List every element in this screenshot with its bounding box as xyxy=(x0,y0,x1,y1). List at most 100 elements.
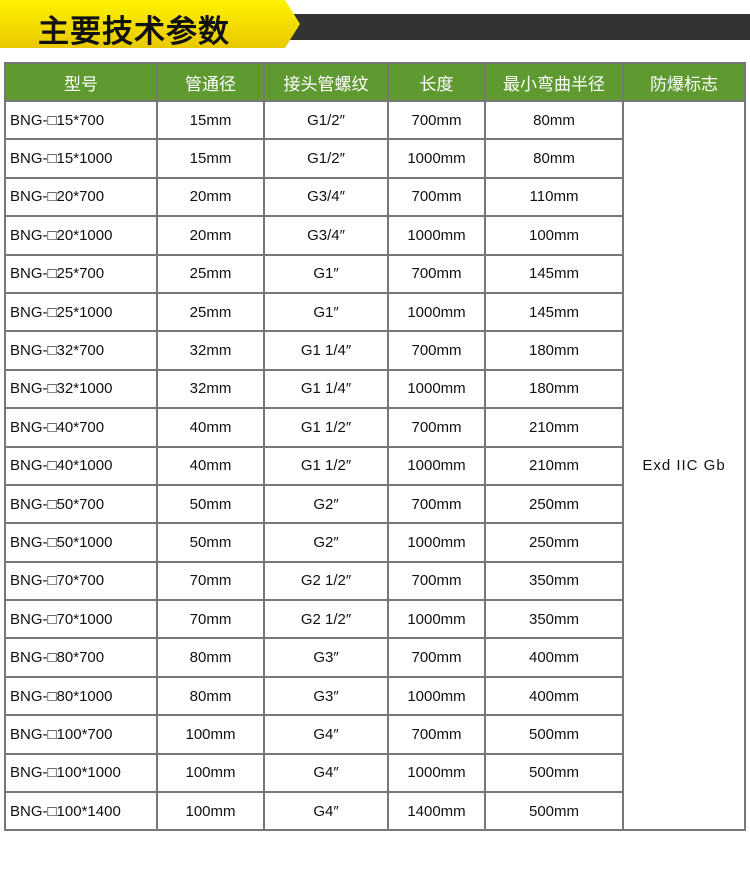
table-cell: 32mm xyxy=(156,330,265,371)
table-cell: 180mm xyxy=(484,368,624,410)
table-cell: 40mm xyxy=(156,407,265,448)
table-cell: 700mm xyxy=(387,330,486,371)
table-cell: 700mm xyxy=(387,253,486,294)
table-cell: BNG-□50*1000 xyxy=(4,522,158,563)
table-row: BNG-□80*1000 80mm G3″ 1000mm 400mm xyxy=(4,675,745,717)
table-cell: 210mm xyxy=(484,407,624,448)
banner-bar xyxy=(270,14,750,40)
table-row: BNG-□50*700 50mm G2″ 700mm 250mm xyxy=(4,483,745,525)
table-cell: BNG-□100*1000 xyxy=(4,752,158,794)
table-cell: BNG-□32*1000 xyxy=(4,368,158,410)
table-cell: 1400mm xyxy=(387,791,486,832)
table-cell: 145mm xyxy=(484,253,624,294)
table-cell: 500mm xyxy=(484,791,624,832)
table-cell: 210mm xyxy=(484,445,624,486)
banner-label xyxy=(0,0,300,48)
table-cell: 100mm xyxy=(156,791,265,832)
table-cell: BNG-□15*700 xyxy=(4,99,158,141)
table-cell: G3/4″ xyxy=(263,215,389,256)
table-row: BNG-□32*1000 32mm G1 1/4″ 1000mm 180mm xyxy=(4,368,745,410)
table-row: BNG-□100*1400 100mm G4″ 1400mm 500mm xyxy=(4,791,745,832)
header-cell: 管通径 xyxy=(156,62,265,102)
table-cell: 350mm xyxy=(484,599,624,640)
table-cell: 50mm xyxy=(156,483,265,525)
table-row: BNG-□32*700 32mm G1 1/4″ 700mm 180mm xyxy=(4,330,745,371)
table-row: BNG-□50*1000 50mm G2″ 1000mm 250mm xyxy=(4,522,745,563)
table-cell: 500mm xyxy=(484,752,624,794)
table-cell: G2 1/2″ xyxy=(263,560,389,602)
table-cell: BNG-□80*700 xyxy=(4,637,158,678)
table-row: BNG-□15*700 15mm G1/2″ 700mm 80mm Exd IIC Gb xyxy=(4,99,746,832)
header-row: 型号 管通径 接头管螺纹 长度 最小弯曲半径 防爆标志 xyxy=(4,62,746,102)
table-cell: 250mm xyxy=(484,483,624,525)
table-cell: BNG-□50*700 xyxy=(4,483,158,525)
table-cell: 80mm xyxy=(156,675,265,717)
table-cell: 1000mm xyxy=(387,215,486,256)
table-row: BNG-□25*1000 25mm G1″ 1000mm 145mm xyxy=(4,291,745,333)
table-cell: G1 1/4″ xyxy=(263,330,389,371)
table-cell: G1 1/2″ xyxy=(263,407,389,448)
table-cell: 100mm xyxy=(156,752,265,794)
table-cell: BNG-□70*1000 xyxy=(4,599,158,640)
table-cell: 1000mm xyxy=(387,599,486,640)
table-row: BNG-□20*1000 20mm G3/4″ 1000mm 100mm xyxy=(4,215,745,256)
table-cell: G4″ xyxy=(263,752,389,794)
table-row: BNG-□40*700 40mm G1 1/2″ 700mm 210mm xyxy=(4,407,745,448)
table-cell: BNG-□20*700 xyxy=(4,176,158,218)
table-cell: G4″ xyxy=(263,714,389,755)
table-cell: 50mm xyxy=(156,522,265,563)
table-cell: 700mm xyxy=(387,637,486,678)
table-cell: G2″ xyxy=(263,522,389,563)
table-cell: G1/2″ xyxy=(263,99,389,141)
table-cell: BNG-□40*1000 xyxy=(4,445,158,486)
table-cell: BNG-□80*1000 xyxy=(4,675,158,717)
table-cell: G2 1/2″ xyxy=(263,599,389,640)
table-cell: 145mm xyxy=(484,291,624,333)
table-cell: G1/2″ xyxy=(263,138,389,179)
table-cell: 1000mm xyxy=(387,291,486,333)
table-cell: 250mm xyxy=(484,522,624,563)
table-cell: BNG-□100*1400 xyxy=(4,791,158,832)
table-cell: 80mm xyxy=(156,637,265,678)
table-cell: 700mm xyxy=(387,560,486,602)
table-cell: 70mm xyxy=(156,599,265,640)
table-cell: BNG-□15*1000 xyxy=(4,138,158,179)
table-cell: 350mm xyxy=(484,560,624,602)
header-cell: 防爆标志 xyxy=(622,62,746,102)
table-cell: BNG-□20*1000 xyxy=(4,215,158,256)
table-cell: 700mm xyxy=(387,714,486,755)
table-row: BNG-□70*700 70mm G2 1/2″ 700mm 350mm xyxy=(4,560,745,602)
table-cell: 70mm xyxy=(156,560,265,602)
table-row: BNG-□20*700 20mm G3/4″ 700mm 110mm xyxy=(4,176,745,218)
header-cell: 型号 xyxy=(4,62,158,102)
table-cell: 100mm xyxy=(156,714,265,755)
table-cell: 180mm xyxy=(484,330,624,371)
table-cell: BNG-□32*700 xyxy=(4,330,158,371)
table-cell: BNG-□70*700 xyxy=(4,560,158,602)
table-cell: 80mm xyxy=(484,138,624,179)
table-body: BNG-□15*700 15mm G1/2″ 700mm 80mm Exd IIC Gb B… xyxy=(4,99,746,832)
table-cell: G1″ xyxy=(263,253,389,294)
table-cell: BNG-□25*700 xyxy=(4,253,158,294)
table-row: BNG-□70*1000 70mm G2 1/2″ 1000mm 350mm xyxy=(4,599,745,640)
table-cell: 700mm xyxy=(387,483,486,525)
table-cell: 32mm xyxy=(156,368,265,410)
header-cell: 长度 xyxy=(387,62,486,102)
spec-table: 型号 管通径 接头管螺纹 长度 最小弯曲半径 防爆标志 BNG-□15*700 15mm G1… xyxy=(4,62,746,832)
table-cell: 700mm xyxy=(387,407,486,448)
header-cell: 最小弯曲半径 xyxy=(484,62,624,102)
table-cell: G1″ xyxy=(263,291,389,333)
table-row: BNG-□40*1000 40mm G1 1/2″ 1000mm 210mm xyxy=(4,445,745,486)
table-cell: 15mm xyxy=(156,99,265,141)
table-cell: 40mm xyxy=(156,445,265,486)
table-row: BNG-□100*1000 100mm G4″ 1000mm 500mm xyxy=(4,752,745,794)
table-cell: G3/4″ xyxy=(263,176,389,218)
table-cell: 80mm xyxy=(484,99,624,141)
table-cell: BNG-□40*700 xyxy=(4,407,158,448)
table-cell: 110mm xyxy=(484,176,624,218)
banner: 主要技术参数 xyxy=(0,0,750,50)
table-cell: 15mm xyxy=(156,138,265,179)
table-cell: G3″ xyxy=(263,675,389,717)
table-cell: 1000mm xyxy=(387,445,486,486)
